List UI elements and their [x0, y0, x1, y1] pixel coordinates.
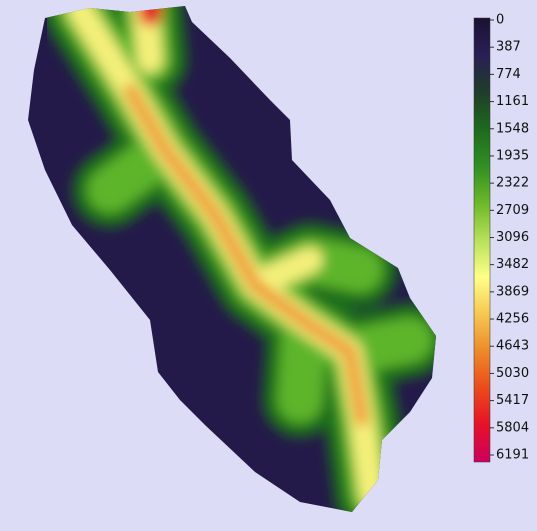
colorbar-label: 1161 [496, 94, 529, 109]
colorbar-label: 3482 [496, 257, 529, 272]
colorbar-label: 2709 [496, 203, 529, 218]
colorbar-label: 387 [496, 40, 521, 55]
map-view: 0 387 774 1161 1548 1935 2322 2709 3096 3482 3869 4… [0, 0, 537, 531]
colorbar-label: 1548 [496, 121, 529, 136]
colorbar-label: 3096 [496, 230, 529, 245]
colorbar-label: 2322 [496, 176, 529, 191]
colorbar-label: 3869 [496, 284, 529, 299]
colorbar-label: 6191 [496, 448, 529, 463]
colorbar-label: 4256 [496, 312, 529, 327]
colorbar-label: 0 [496, 13, 504, 28]
distance-raster [0, 0, 537, 531]
colorbar-label: 5417 [496, 393, 529, 408]
colorbar-label: 4643 [496, 339, 529, 354]
colorbar [474, 18, 490, 462]
colorbar-label: 774 [496, 67, 521, 82]
colorbar-label: 5804 [496, 420, 529, 435]
colorbar-label: 1935 [496, 148, 529, 163]
colorbar-label: 5030 [496, 366, 529, 381]
